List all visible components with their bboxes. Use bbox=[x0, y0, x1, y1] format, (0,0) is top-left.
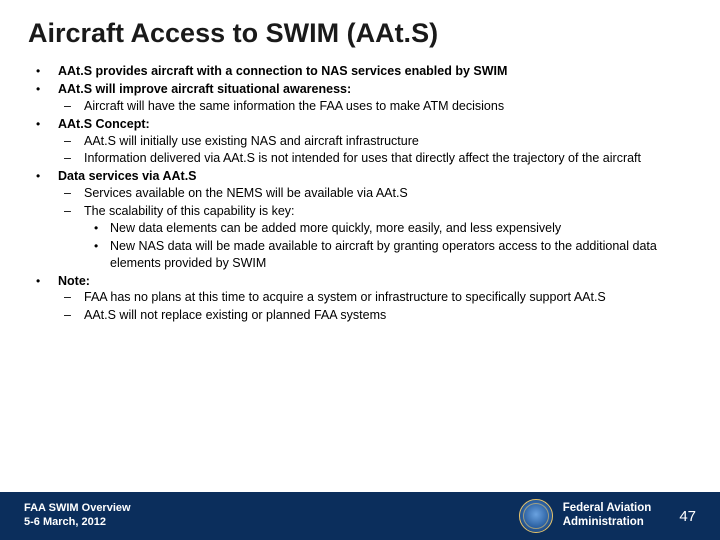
slide: Aircraft Access to SWIM (AAt.S) AAt.S pr… bbox=[0, 0, 720, 540]
slide-title: Aircraft Access to SWIM (AAt.S) bbox=[28, 18, 692, 49]
page-number: 47 bbox=[679, 508, 696, 525]
org-line1: Federal Aviation bbox=[563, 502, 652, 516]
footer-left: FAA SWIM Overview 5-6 March, 2012 bbox=[24, 502, 131, 530]
bullet-2-1: Aircraft will have the same information … bbox=[84, 99, 504, 113]
bullet-4-2: The scalability of this capability is ke… bbox=[84, 204, 295, 218]
footer-date: 5-6 March, 2012 bbox=[24, 516, 131, 530]
bullet-5-1: FAA has no plans at this time to acquire… bbox=[84, 290, 606, 304]
footer-right: Federal Aviation Administration 47 bbox=[519, 499, 696, 533]
bullet-1: AAt.S provides aircraft with a connectio… bbox=[58, 64, 507, 78]
bullet-4: Data services via AAt.S bbox=[58, 169, 197, 183]
bullet-4-2-1: New data elements can be added more quic… bbox=[110, 221, 561, 235]
footer-organization: Federal Aviation Administration bbox=[563, 502, 652, 530]
footer-bar: FAA SWIM Overview 5-6 March, 2012 Federa… bbox=[0, 492, 720, 540]
footer-title: FAA SWIM Overview bbox=[24, 502, 131, 516]
bullet-4-1: Services available on the NEMS will be a… bbox=[84, 186, 408, 200]
bullet-3-2: Information delivered via AAt.S is not i… bbox=[84, 151, 641, 165]
bullet-5: Note: bbox=[58, 274, 90, 288]
slide-body: AAt.S provides aircraft with a connectio… bbox=[28, 63, 692, 324]
bullet-2: AAt.S will improve aircraft situational … bbox=[58, 82, 351, 96]
bullet-5-2: AAt.S will not replace existing or plann… bbox=[84, 308, 386, 322]
bullet-4-2-2: New NAS data will be made available to a… bbox=[110, 239, 657, 270]
org-line2: Administration bbox=[563, 516, 652, 530]
faa-logo-icon bbox=[519, 499, 553, 533]
bullet-3-1: AAt.S will initially use existing NAS an… bbox=[84, 134, 419, 148]
bullet-3: AAt.S Concept: bbox=[58, 117, 150, 131]
